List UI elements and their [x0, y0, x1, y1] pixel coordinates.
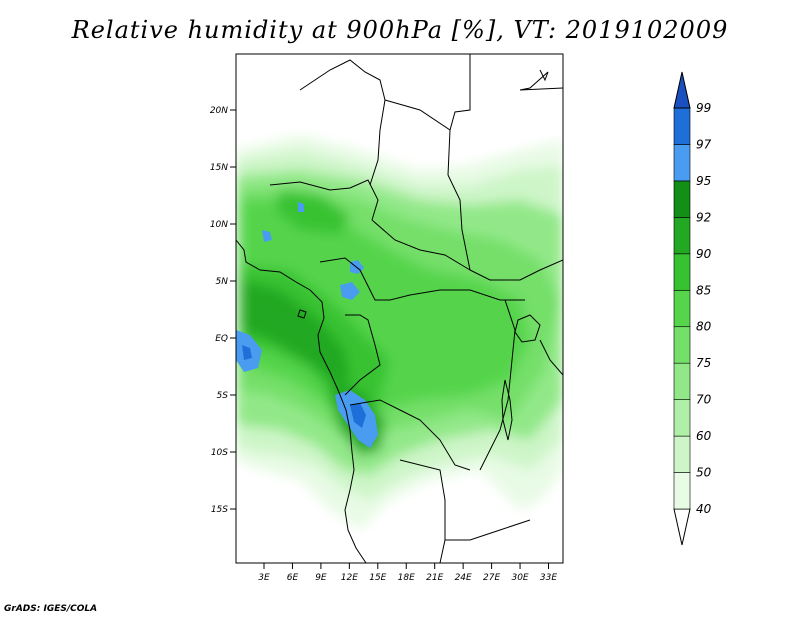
lon-tick-label: 6E — [287, 573, 299, 583]
colorbar-label: 70 — [696, 393, 712, 407]
lake-victoria — [514, 314, 541, 343]
coastline-west-africa — [236, 239, 367, 563]
colorbar-box — [673, 217, 691, 255]
latitude-axis: 20N 15N 10N 5N EQ 5S 10S 15S — [210, 106, 236, 515]
colorbar-label: 99 — [696, 101, 711, 115]
colorbar-box — [673, 362, 691, 400]
border-libya-chad — [384, 99, 451, 131]
colorbar-lower-arrow — [673, 508, 691, 546]
border-nigeria-niger — [269, 179, 379, 221]
lon-tick-label: 15E — [369, 573, 386, 583]
lat-tick-label: EQ — [215, 334, 228, 344]
colorbar-box — [673, 435, 691, 473]
border-angola-zambia — [399, 459, 446, 563]
rh-level-97-pockets — [242, 345, 366, 428]
colorbar-label: 85 — [696, 283, 711, 297]
colorbar-box — [673, 326, 691, 364]
colorbar-label: 40 — [696, 502, 712, 516]
east-coast — [519, 69, 563, 91]
colorbar-label: 97 — [696, 137, 712, 151]
boundaries — [236, 54, 563, 563]
colorbar-upper-arrow — [673, 71, 691, 109]
gulf-of-guinea-islands — [297, 309, 307, 319]
longitude-axis: 3E 6E 9E 12E 15E 18E 21E 24E 27E 30E 33E — [258, 563, 557, 583]
colorbar-label: 60 — [696, 429, 712, 443]
border-sudan-ssudan — [447, 174, 563, 281]
lon-tick-label: 3E — [258, 573, 270, 583]
colorbar-box — [673, 289, 691, 328]
lon-tick-label: 33E — [540, 573, 557, 583]
lat-tick-label: 10S — [211, 448, 228, 458]
colorbar-box — [673, 399, 691, 437]
rh-level-92 — [240, 280, 350, 385]
map-title: Relative humidity at 900hPa [%], VT: 201… — [71, 16, 729, 44]
humidity-field — [236, 54, 563, 563]
lon-tick-label: 12E — [341, 573, 358, 583]
colorbar-label: 92 — [696, 210, 711, 224]
lon-tick-label: 24E — [455, 573, 472, 583]
border-sahara-north — [299, 59, 386, 186]
lat-tick-label: 15S — [211, 505, 228, 515]
grads-credit: GrADS: IGES/COLA — [4, 604, 98, 614]
border-congo-drc — [344, 314, 381, 396]
map-frame — [235, 53, 564, 564]
border-zambia-south — [445, 519, 531, 541]
lat-tick-label: 10N — [210, 220, 228, 230]
lake-tanganyika — [501, 379, 513, 441]
colorbar: 40 50 60 70 75 80 85 90 92 95 97 99 — [673, 71, 712, 546]
colorbar-label: 50 — [696, 466, 712, 480]
lon-tick-label: 21E — [426, 573, 443, 583]
colorbar-box — [673, 107, 691, 145]
colorbar-label: 80 — [696, 320, 712, 334]
colorbar-label: 95 — [696, 174, 711, 188]
colorbar-label: 90 — [696, 247, 712, 261]
colorbar-box — [673, 144, 691, 182]
border-kenya-tanzania — [539, 339, 563, 376]
border-angola-drc — [349, 399, 471, 471]
border-egypt-sudan — [447, 54, 471, 176]
border-chad-car — [371, 219, 471, 271]
lat-tick-label: 5N — [216, 277, 229, 287]
lon-tick-label: 27E — [483, 573, 500, 583]
lon-tick-label: 18E — [398, 573, 415, 583]
colorbar-box — [673, 180, 691, 218]
colorbar-box — [673, 472, 691, 510]
lon-tick-label: 30E — [511, 573, 528, 583]
colorbar-label: 75 — [696, 356, 711, 370]
lon-tick-label: 9E — [315, 573, 327, 583]
rh-level-92-c — [275, 190, 350, 235]
lat-tick-label: 5S — [217, 391, 229, 401]
colorbar-box — [673, 253, 691, 291]
border-car-congo — [319, 257, 525, 301]
lat-tick-label: 15N — [210, 163, 228, 173]
lat-tick-label: 20N — [210, 106, 228, 116]
